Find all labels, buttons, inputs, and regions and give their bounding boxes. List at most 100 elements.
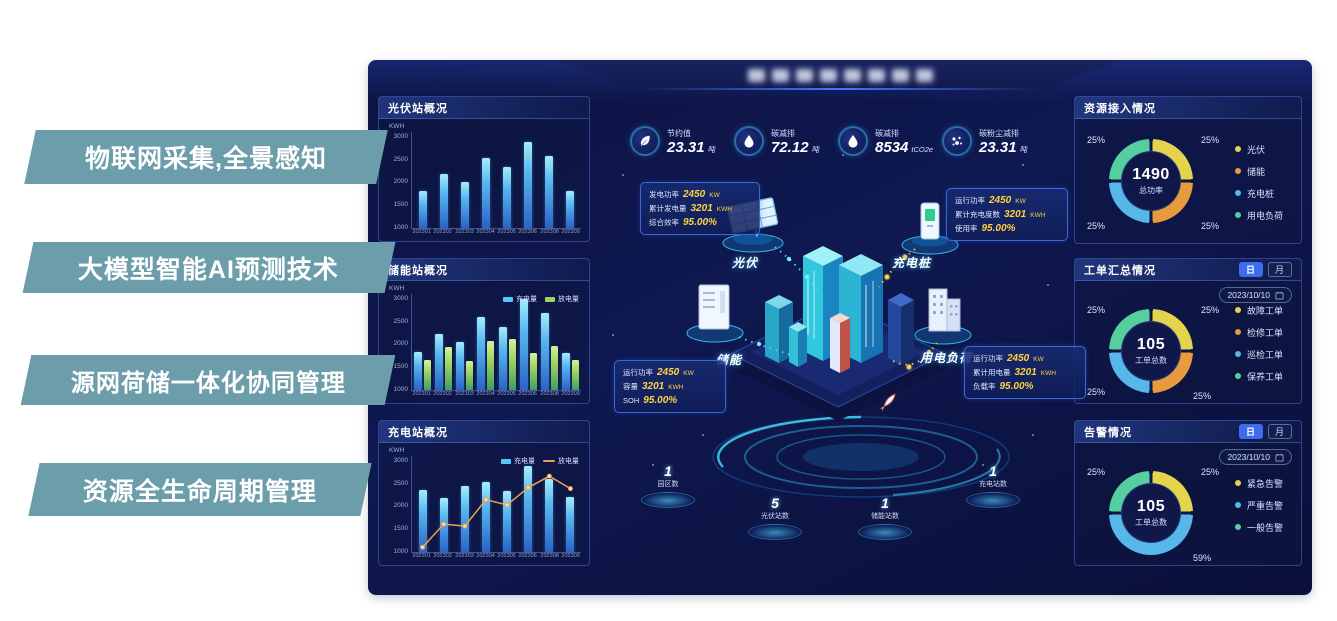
kpi-value: 23.31 吨 <box>667 138 716 156</box>
y-axis-unit: KWH <box>389 285 405 292</box>
legend-marker <box>501 458 511 464</box>
legend-label: 保养工单 <box>1247 371 1284 382</box>
legend-dot <box>1235 524 1241 530</box>
legend-dot <box>1235 329 1241 335</box>
bar <box>571 359 579 390</box>
bar <box>524 465 533 552</box>
plot-area <box>411 456 581 553</box>
bar <box>460 486 469 552</box>
bar <box>529 353 537 390</box>
x-tick-label: 202301 <box>412 229 431 235</box>
y-axis-unit: KWH <box>389 123 405 130</box>
donut-center: 105 工单总数 <box>1109 471 1193 555</box>
legend-dot <box>1235 212 1241 218</box>
counter-pedestal <box>641 492 695 508</box>
legend-dot <box>1235 480 1241 486</box>
panel-resource-access: 资源接入情况 1490 总功率 25% 25% 25% 25% 光伏 储能 充电桩 用电负荷 <box>1074 96 1302 244</box>
day-button[interactable]: 日 <box>1239 262 1263 277</box>
legend-item: 充电量 <box>501 456 535 466</box>
donut-center-label: 工单总数 <box>1135 356 1167 365</box>
bar-group <box>418 456 427 552</box>
dashboard-title-redacted <box>560 60 1120 90</box>
legend-label: 紧急告警 <box>1247 478 1284 489</box>
bar-group <box>481 456 490 552</box>
x-tick-label: 202303 <box>454 391 474 397</box>
bar-group <box>524 456 533 552</box>
x-tick-label: 202303 <box>454 553 474 559</box>
y-axis-unit: KWH <box>389 447 405 454</box>
droplet-icon <box>838 126 868 156</box>
y-tick-label: 2500 <box>393 317 408 325</box>
bar-group <box>418 132 427 228</box>
x-axis: 202301 202302 202303 202304 202305 202306 2023… <box>411 553 581 563</box>
bar <box>445 346 453 390</box>
donut-center: 1490 总功率 <box>1109 139 1193 223</box>
workorder-donut: 105 工单总数 25% 25% 25% 25% <box>1083 285 1221 401</box>
legend-item: 储能 <box>1235 165 1293 178</box>
legend-dot <box>1235 146 1241 152</box>
energy-flow-scene <box>612 154 1049 498</box>
month-button[interactable]: 月 <box>1268 262 1292 277</box>
legend-label: 用电负荷 <box>1247 210 1284 221</box>
x-tick-label: 202306 <box>518 391 538 397</box>
energy-flow-dots <box>756 253 932 371</box>
energy-flow-paths <box>738 246 938 366</box>
x-tick-label: 202308 <box>539 553 559 559</box>
bar <box>487 340 495 390</box>
bar <box>545 155 554 228</box>
donut-ring <box>1109 139 1193 223</box>
bar <box>418 190 427 228</box>
bar-group <box>566 132 575 228</box>
bar <box>519 298 528 390</box>
leaf-icon <box>630 126 660 156</box>
storage-node <box>686 284 744 343</box>
date-picker[interactable]: 2023/10/10 <box>1219 449 1292 465</box>
day-button[interactable]: 日 <box>1239 424 1263 439</box>
x-tick-label: 202303 <box>454 229 474 235</box>
plot-area <box>411 294 581 391</box>
charger-node <box>901 202 959 255</box>
alarm-legend: 紧急告警 严重告警 一般告警 <box>1221 447 1293 563</box>
date-picker[interactable]: 2023/10/10 <box>1219 287 1292 303</box>
bar-group <box>460 456 469 552</box>
legend-dot <box>1235 373 1241 379</box>
panel-storage-overview: 储能站概况 KWH 充电量 放电量 3000 2500 2000 1500 1000 20230… <box>378 258 590 404</box>
legend-item: 充电量 <box>503 294 537 304</box>
bar-group <box>519 294 537 390</box>
x-axis: 202301 202302 202303 202304 202305 202306 2023… <box>411 229 581 239</box>
bar-group <box>460 132 469 228</box>
bar-group <box>456 294 474 390</box>
legend-label: 放电量 <box>558 296 579 303</box>
slice-percent-label: 25% <box>1087 221 1106 231</box>
bar <box>481 158 490 228</box>
bar-group <box>481 132 490 228</box>
slice-percent-label: 25% <box>1087 135 1106 145</box>
feature-banner-4: 资源全生命周期管理 <box>28 463 372 516</box>
slice-percent-label: 59% <box>1192 553 1211 563</box>
donut-ring <box>1109 471 1193 555</box>
counter-parks: 1 园区数 <box>628 464 708 508</box>
bar <box>477 317 486 390</box>
legend-label: 储能 <box>1247 166 1266 177</box>
bar-group <box>566 456 575 552</box>
x-axis: 202301 202302 202303 202304 202305 202306 2023… <box>411 391 581 401</box>
panel-title: 光伏站概况 <box>379 97 589 119</box>
bar <box>481 482 490 552</box>
legend-item: 充电桩 <box>1235 187 1293 200</box>
charger-stats-box: 运行功率 2450 KW 累计充电度数 3201 KWH 使用率 95.00% <box>946 188 1068 241</box>
storage-bar-chart: KWH 充电量 放电量 3000 2500 2000 1500 1000 202301 20230… <box>387 285 581 401</box>
legend-dot <box>1235 351 1241 357</box>
legend-dot <box>1235 168 1241 174</box>
legend-marker <box>503 296 513 302</box>
x-tick-label: 202309 <box>561 229 580 235</box>
month-button[interactable]: 月 <box>1268 424 1292 439</box>
donut-center-value: 1490 <box>1132 166 1170 183</box>
bar-group <box>439 132 448 228</box>
bar <box>466 361 474 390</box>
y-tick-label: 2000 <box>393 178 408 186</box>
bar-group <box>503 456 512 552</box>
x-tick-label: 202302 <box>433 553 453 559</box>
panel-pv-overview: 光伏站概况 KWH 3000 2500 2000 1500 1000 202301 20230… <box>378 96 590 242</box>
legend-label: 检修工单 <box>1247 327 1284 338</box>
